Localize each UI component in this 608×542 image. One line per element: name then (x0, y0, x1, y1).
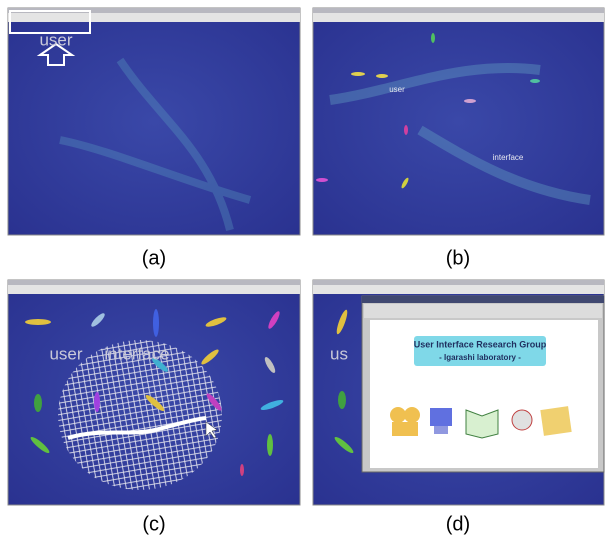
label: interface (104, 344, 169, 363)
figure: user user interface user interface us Us… (0, 0, 608, 542)
label: us (330, 344, 348, 363)
label: user (49, 344, 82, 363)
page: user user interface user interface us Us… (0, 0, 608, 542)
panel-c (8, 280, 300, 505)
window-title: User Interface Research Group (414, 339, 547, 349)
window-subtitle: - Igarashi laboratory - (439, 353, 521, 362)
label: user (389, 85, 405, 94)
label: user (39, 30, 72, 49)
caption: (a) (142, 247, 166, 269)
caption: (b) (446, 247, 470, 269)
caption: (c) (142, 513, 165, 535)
caption: (d) (446, 513, 470, 535)
panel-d (313, 280, 604, 505)
label: interface (493, 153, 524, 162)
panel-b (313, 8, 604, 235)
